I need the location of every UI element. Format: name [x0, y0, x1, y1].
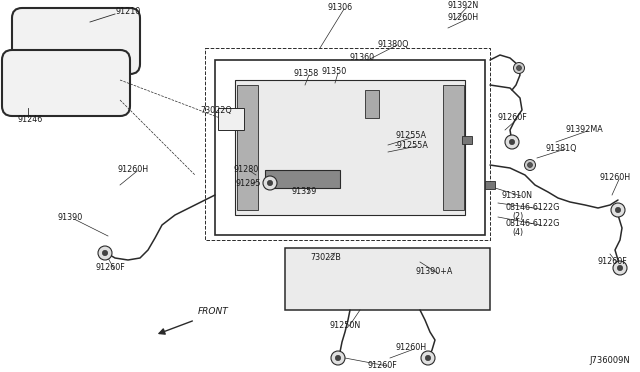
Text: 91260F: 91260F: [598, 257, 628, 266]
Text: 91359: 91359: [292, 187, 317, 196]
Text: 91260F: 91260F: [368, 360, 397, 369]
Circle shape: [263, 176, 277, 190]
Text: -91255A: -91255A: [395, 141, 429, 150]
Polygon shape: [443, 85, 464, 210]
Circle shape: [618, 265, 623, 271]
Text: FRONT: FRONT: [198, 307, 228, 316]
Circle shape: [331, 351, 345, 365]
Text: 91390+A: 91390+A: [415, 267, 452, 276]
Text: 91260H: 91260H: [395, 343, 426, 353]
Text: 73022B: 73022B: [310, 253, 341, 262]
Circle shape: [268, 180, 273, 186]
Circle shape: [98, 246, 112, 260]
Circle shape: [426, 355, 431, 361]
Circle shape: [421, 351, 435, 365]
Text: J736009N: J736009N: [589, 356, 630, 365]
Text: 91392MA: 91392MA: [565, 125, 603, 135]
Circle shape: [102, 250, 108, 256]
Text: 91250N: 91250N: [330, 321, 361, 330]
Circle shape: [615, 207, 621, 213]
FancyBboxPatch shape: [12, 8, 140, 74]
Text: 73022Q: 73022Q: [200, 106, 232, 115]
Text: 08146-6122G: 08146-6122G: [505, 219, 559, 228]
Text: 91260F: 91260F: [95, 263, 125, 273]
Bar: [485, 181, 495, 189]
Circle shape: [613, 261, 627, 275]
Text: 91310N: 91310N: [502, 190, 533, 199]
Polygon shape: [235, 80, 465, 215]
Text: 91210: 91210: [115, 7, 140, 16]
Circle shape: [527, 163, 532, 167]
Circle shape: [509, 140, 515, 145]
Text: 91360: 91360: [350, 54, 375, 62]
Text: 91390: 91390: [58, 214, 83, 222]
Bar: [462, 136, 472, 144]
Text: 91260H: 91260H: [448, 13, 479, 22]
Circle shape: [516, 65, 522, 71]
Bar: [365, 90, 379, 118]
Text: 91380Q: 91380Q: [378, 39, 410, 48]
Text: 91392N: 91392N: [448, 1, 479, 10]
Text: 91381Q: 91381Q: [546, 144, 577, 153]
Text: 91358: 91358: [293, 70, 318, 78]
Bar: [218, 108, 244, 130]
Circle shape: [525, 160, 536, 170]
Circle shape: [505, 135, 519, 149]
Text: (4): (4): [512, 228, 523, 237]
Circle shape: [611, 203, 625, 217]
Text: 91260H: 91260H: [118, 166, 149, 174]
Bar: [265, 170, 340, 188]
Polygon shape: [237, 85, 258, 210]
Polygon shape: [285, 248, 490, 310]
Text: 91260F: 91260F: [498, 113, 528, 122]
Text: 91306: 91306: [328, 3, 353, 13]
Text: 91255A: 91255A: [395, 131, 426, 141]
Text: 91350: 91350: [322, 67, 348, 77]
Text: 91260H: 91260H: [600, 173, 631, 183]
Circle shape: [513, 62, 525, 74]
FancyBboxPatch shape: [2, 50, 130, 116]
Text: 91280: 91280: [234, 166, 259, 174]
Text: 91295: 91295: [235, 179, 260, 187]
Text: 08146-6122G: 08146-6122G: [505, 203, 559, 212]
Circle shape: [335, 355, 340, 361]
Text: 91246: 91246: [18, 115, 44, 125]
Text: (2): (2): [512, 212, 524, 221]
